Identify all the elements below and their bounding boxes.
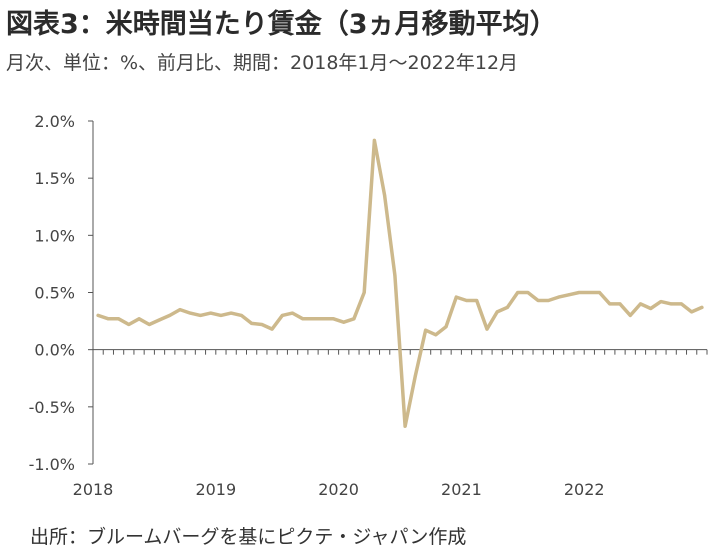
- data-point: [209, 311, 213, 315]
- data-point: [485, 327, 489, 331]
- data-point: [465, 299, 469, 303]
- chart-subtitle: 月次、単位：%、前月比、期間：2018年1月～2022年12月: [6, 52, 519, 74]
- data-point: [362, 291, 366, 294]
- data-point: [557, 295, 561, 299]
- x-tick-label: 2018: [73, 480, 114, 499]
- y-tick-label: 1.5%: [34, 169, 75, 188]
- data-point: [618, 302, 622, 306]
- y-axis-ticks: 2.0% 1.5% 1.0% 0.5% 0.0% -0.5% -1.0%: [29, 112, 93, 474]
- data-point: [117, 317, 121, 321]
- data-point: [106, 317, 110, 321]
- chart-axes: [92, 121, 707, 464]
- data-point: [188, 311, 192, 315]
- data-point: [321, 317, 325, 321]
- x-tick-label: 2020: [318, 480, 359, 499]
- y-tick-label: 2.0%: [34, 112, 75, 131]
- data-point: [178, 308, 182, 312]
- data-point: [700, 305, 704, 309]
- source-note: 出所：ブルームバーグを基にピクテ・ジャパン作成: [30, 526, 467, 548]
- data-point: [239, 313, 243, 317]
- data-point: [260, 323, 264, 327]
- series-line: [96, 138, 704, 429]
- data-point: [127, 323, 131, 327]
- data-point: [638, 302, 642, 306]
- data-point: [270, 327, 274, 331]
- data-point: [331, 317, 335, 321]
- y-tick-label: -0.5%: [29, 398, 75, 417]
- x-tick-label: 2021: [441, 480, 482, 499]
- data-point: [342, 320, 346, 324]
- data-point: [168, 313, 172, 317]
- data-point: [229, 311, 233, 315]
- data-point: [311, 317, 315, 321]
- data-point: [587, 291, 591, 294]
- y-tick-label: -1.0%: [29, 455, 75, 474]
- data-point: [669, 302, 673, 306]
- chart-title: 図表3：米時間当たり賃金（3ヵ月移動平均）: [6, 9, 557, 40]
- data-point: [424, 328, 428, 332]
- data-point: [198, 313, 202, 317]
- data-point: [505, 305, 509, 309]
- data-point: [628, 313, 632, 317]
- series-group: [96, 138, 704, 429]
- data-point: [598, 291, 602, 294]
- x-tick-label: 2019: [195, 480, 236, 499]
- data-point: [137, 317, 141, 321]
- data-point: [158, 318, 162, 322]
- data-point: [147, 323, 151, 327]
- data-point: [577, 291, 581, 294]
- data-point: [403, 424, 407, 428]
- y-tick-label: 1.0%: [34, 226, 75, 245]
- data-point: [372, 138, 376, 142]
- data-point: [475, 299, 479, 303]
- data-point: [454, 295, 458, 299]
- data-point: [219, 313, 223, 317]
- data-point: [383, 193, 387, 197]
- data-point: [291, 311, 295, 315]
- data-point: [546, 299, 550, 303]
- data-point: [659, 300, 663, 304]
- data-point: [393, 273, 397, 277]
- y-tick-label: 0.5%: [34, 284, 75, 303]
- data-point: [413, 374, 417, 378]
- data-point: [567, 293, 571, 297]
- data-point: [352, 317, 356, 321]
- data-point: [301, 317, 305, 321]
- x-tick-label: 2022: [564, 480, 605, 499]
- data-point: [96, 313, 100, 317]
- data-point: [679, 302, 683, 306]
- data-point: [649, 307, 653, 311]
- data-point: [536, 299, 540, 303]
- data-point: [434, 333, 438, 337]
- data-point: [444, 325, 448, 329]
- data-point: [690, 310, 694, 314]
- data-point: [608, 302, 612, 306]
- y-tick-label: 0.0%: [34, 341, 75, 360]
- data-point: [516, 291, 520, 294]
- data-point: [250, 321, 254, 325]
- data-point: [495, 310, 499, 314]
- data-point: [280, 313, 284, 317]
- data-point: [526, 291, 530, 294]
- x-axis-ticks: 2018 2019 2020 2021 2022: [73, 349, 708, 499]
